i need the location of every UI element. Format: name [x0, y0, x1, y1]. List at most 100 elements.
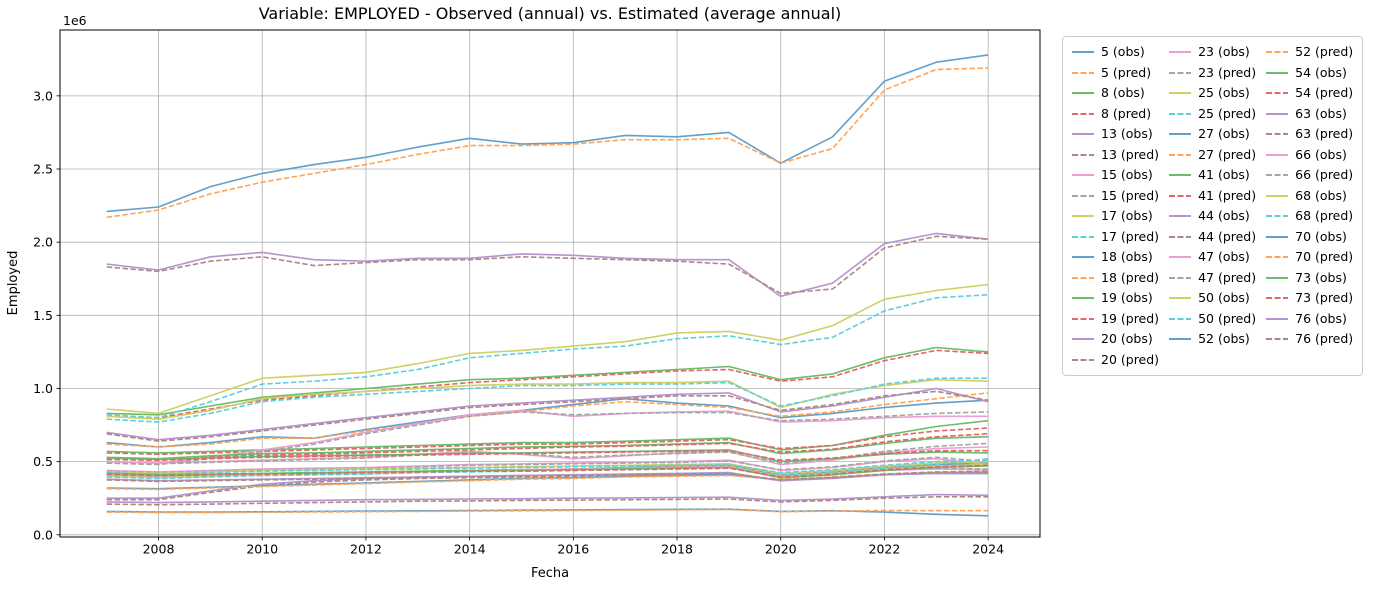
legend-item: 23 (pred) [1169, 63, 1256, 84]
legend-dashed-line-sample [1072, 317, 1094, 320]
legend-solid-line-sample [1266, 112, 1289, 115]
legend-item-label: 19 (obs) [1101, 290, 1153, 305]
series-line-41-pred [106, 433, 989, 462]
series-line-23-pred [106, 411, 989, 466]
series-line-25-obs [106, 378, 989, 421]
series-line-76-obs [106, 493, 989, 504]
legend-dashed-line-sample [1266, 338, 1289, 341]
y-offset-label: 1e6 [63, 13, 87, 28]
series-line-50-pred [106, 459, 989, 475]
x-tick-label: 2016 [557, 542, 589, 557]
legend-dashed-line-sample [1072, 112, 1094, 115]
legend-dashed-line-sample [1072, 235, 1094, 238]
legend-item: 41 (obs) [1169, 165, 1256, 186]
series-lines [106, 54, 989, 517]
legend-item-label: 68 (obs) [1295, 187, 1347, 203]
legend-item: 25 (obs) [1169, 83, 1256, 104]
y-tick-label: 0.0 [33, 527, 53, 542]
series-line-70-pred [106, 508, 989, 514]
series-line-19-obs [106, 419, 989, 454]
legend-solid-line-sample [1266, 71, 1289, 74]
legend-dashed-line-sample [1072, 276, 1094, 279]
legend-item: 17 (obs) [1072, 206, 1159, 227]
series-line-18-pred [106, 392, 989, 448]
series-line-73-pred [106, 464, 989, 478]
x-tick-label: 2012 [350, 542, 382, 557]
legend-item: 18 (obs) [1072, 247, 1159, 268]
series-line-8-pred [106, 349, 989, 419]
legend-item-label: 52 (pred) [1295, 44, 1354, 59]
legend-item-label: 17 (pred) [1101, 228, 1160, 244]
legend-item-label: 27 (obs) [1198, 126, 1250, 141]
legend-dashed-line-sample [1169, 276, 1192, 279]
legend-solid-line-sample [1169, 256, 1192, 259]
series-line-13-pred [106, 235, 989, 295]
legend-item: 52 (obs) [1169, 329, 1256, 350]
legend-item: 5 (pred) [1072, 63, 1159, 84]
legend-item-label: 50 (obs) [1198, 290, 1250, 305]
legend-item: 19 (pred) [1072, 309, 1159, 330]
x-axis-label: Fecha [531, 566, 569, 581]
x-tick-label: 2008 [143, 542, 175, 557]
legend-dashed-line-sample [1266, 133, 1289, 136]
series-line-8-obs [106, 346, 989, 416]
series-line-70-obs [106, 508, 989, 517]
legend-item-label: 70 (obs) [1295, 228, 1347, 244]
legend-solid-line-sample [1266, 276, 1289, 279]
legend-item: 20 (pred) [1072, 350, 1159, 371]
series-line-5-obs [106, 54, 989, 213]
legend-item: 15 (obs) [1072, 165, 1159, 186]
series-line-68-pred [106, 457, 989, 480]
legend-item-label: 41 (pred) [1198, 187, 1257, 203]
legend-dashed-line-sample [1266, 174, 1289, 177]
series-line-54-pred [106, 449, 989, 462]
legend-solid-line-sample [1072, 338, 1094, 341]
legend-item: 25 (pred) [1169, 104, 1256, 125]
y-tick-label: 2.5 [33, 162, 53, 177]
legend-item: 18 (pred) [1072, 268, 1159, 289]
legend-solid-line-sample [1072, 215, 1094, 218]
legend-solid-line-sample [1169, 174, 1192, 177]
legend-solid-line-sample [1169, 215, 1192, 218]
legend-item: 50 (pred) [1169, 309, 1256, 330]
legend-item-label: 18 (pred) [1101, 269, 1160, 285]
legend-item: 73 (obs) [1266, 268, 1353, 289]
legend-dashed-line-sample [1169, 112, 1192, 115]
legend-item: 13 (pred) [1072, 145, 1159, 166]
legend-column: 5 (obs) 5 (pred) 8 (obs) 8 (pred) 13 (obs) 13… [1072, 42, 1159, 370]
series-line-44-pred [106, 390, 989, 443]
series-line-5-pred [106, 67, 989, 219]
legend-item-label: 66 (pred) [1295, 167, 1354, 182]
legend-solid-line-sample [1072, 297, 1094, 300]
legend-dashed-line-sample [1266, 256, 1289, 259]
series-line-13-obs [106, 232, 989, 298]
legend-item-label: 73 (pred) [1295, 290, 1354, 305]
legend-item-label: 8 (obs) [1101, 85, 1145, 100]
legend-item: 20 (obs) [1072, 329, 1159, 350]
axis-ticks: 2008 2010 2012 2014 2016 2018 2020 2022 2024 0.0 0… [33, 88, 1004, 556]
legend-item: 54 (pred) [1266, 83, 1353, 104]
legend-item-label: 17 (obs) [1101, 208, 1153, 223]
legend-solid-line-sample [1266, 153, 1289, 156]
legend-item: 68 (obs) [1266, 186, 1353, 207]
legend-item-label: 15 (pred) [1101, 187, 1160, 203]
legend-item: 76 (pred) [1266, 329, 1353, 350]
legend-item-label: 54 (obs) [1295, 64, 1347, 80]
legend-item-label: 5 (pred) [1101, 64, 1152, 80]
legend-solid-line-sample [1072, 133, 1094, 136]
legend-item-label: 15 (obs) [1101, 167, 1153, 182]
series-line-63-pred [106, 471, 989, 483]
legend-solid-line-sample [1169, 297, 1192, 300]
legend-solid-line-sample [1072, 174, 1094, 177]
legend-item-label: 13 (pred) [1101, 146, 1160, 162]
legend-item-label: 8 (pred) [1101, 105, 1152, 121]
legend-item: 27 (pred) [1169, 145, 1256, 166]
legend-item-label: 44 (obs) [1198, 208, 1250, 223]
legend-item-label: 44 (pred) [1198, 228, 1257, 244]
legend-item-label: 47 (pred) [1198, 269, 1257, 285]
legend-item: 27 (obs) [1169, 124, 1256, 145]
legend-solid-line-sample [1266, 317, 1289, 320]
legend-item: 23 (obs) [1169, 42, 1256, 63]
legend-solid-line-sample [1169, 51, 1192, 54]
chart-title: Variable: EMPLOYED - Observed (annual) v… [259, 4, 842, 23]
